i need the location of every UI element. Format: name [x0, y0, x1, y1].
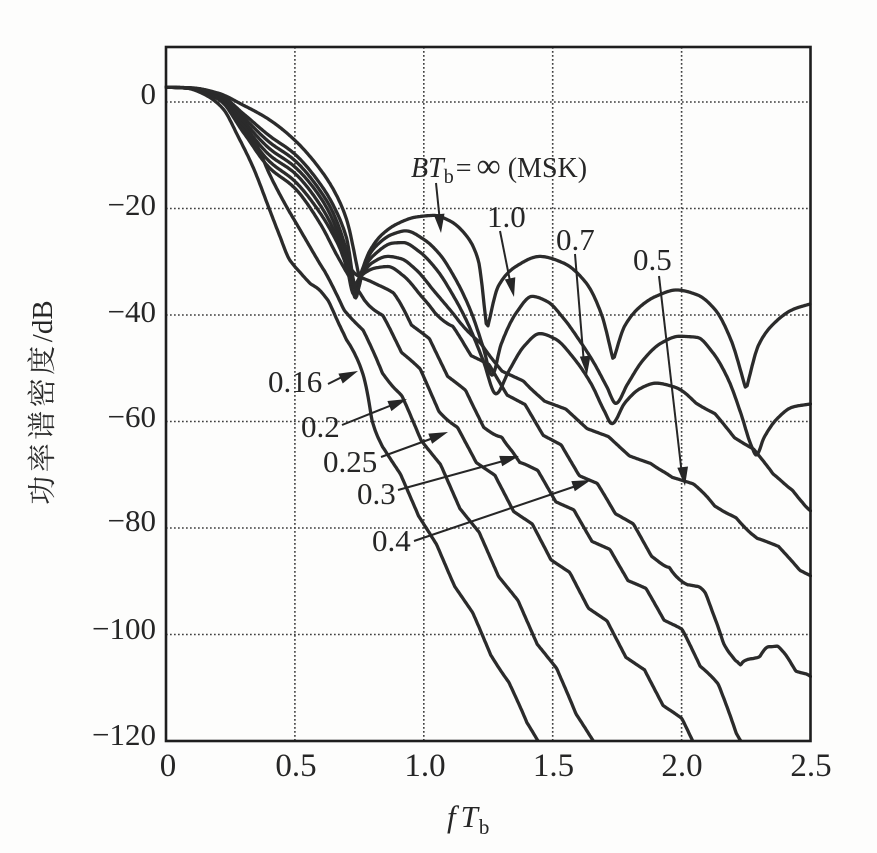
svg-text:−120: −120 — [92, 717, 156, 752]
svg-text:0.7: 0.7 — [556, 222, 595, 257]
svg-text:0.4: 0.4 — [372, 523, 411, 558]
svg-text:1.0: 1.0 — [487, 199, 526, 234]
svg-text:−80: −80 — [108, 503, 156, 538]
svg-text:0.16: 0.16 — [268, 364, 322, 399]
svg-text:0.3: 0.3 — [357, 476, 396, 511]
svg-text:−40: −40 — [108, 294, 156, 329]
svg-text:−100: −100 — [92, 611, 156, 646]
svg-text:0: 0 — [141, 76, 157, 111]
svg-text:/dB: /dB — [27, 300, 59, 342]
svg-text:0.5: 0.5 — [275, 748, 316, 784]
svg-text:0.25: 0.25 — [323, 444, 377, 479]
svg-text:0: 0 — [160, 748, 177, 784]
svg-text:−60: −60 — [108, 399, 156, 434]
svg-text:BTb=∞(MSK): BTb= ∞ (MSK) — [411, 148, 587, 188]
svg-text:−20: −20 — [108, 187, 156, 222]
svg-text:1.5: 1.5 — [533, 748, 574, 784]
svg-text:2.0: 2.0 — [661, 748, 702, 784]
svg-text:1.0: 1.0 — [404, 748, 445, 784]
svg-text:0.2: 0.2 — [301, 409, 340, 444]
svg-text:2.5: 2.5 — [790, 748, 831, 784]
svg-text:0.5: 0.5 — [633, 242, 672, 277]
